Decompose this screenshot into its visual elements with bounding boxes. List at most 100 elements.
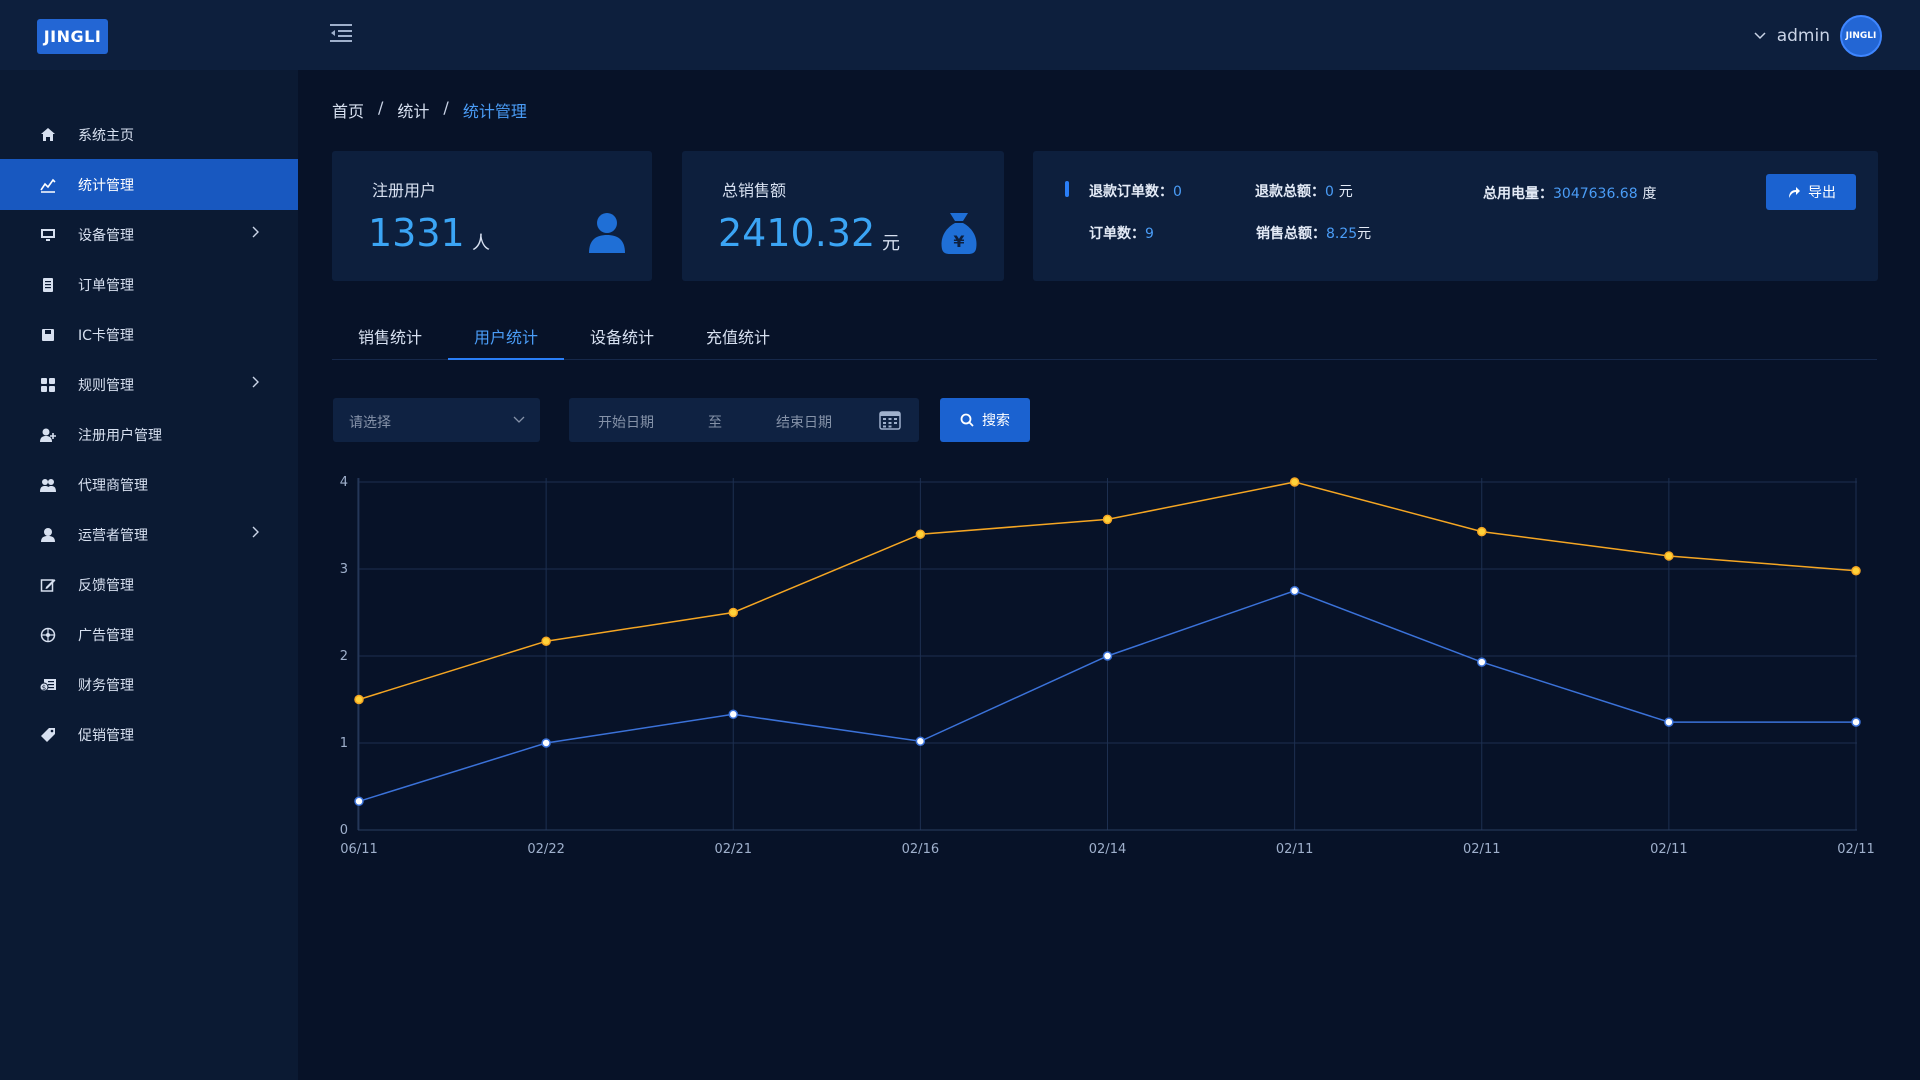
total-sales-card: 总销售额 2410.32 元 ¥ <box>682 151 1004 281</box>
tab-devices[interactable]: 设备统计 <box>590 328 655 347</box>
stat-unit: 元 <box>1357 226 1372 242</box>
breadcrumb-home[interactable]: 首页 <box>332 102 365 121</box>
stat-label: 销售总额： <box>1256 226 1326 242</box>
breadcrumb-current: 统计管理 <box>462 102 527 121</box>
top-bar: JINGLI admin JINGLI <box>0 0 1920 70</box>
sidebar-item-label: 设备管理 <box>78 227 134 244</box>
stat-value: 9 <box>1145 226 1154 242</box>
stat-label: 退款订单数： <box>1089 184 1173 200</box>
card-label: 总销售额 <box>722 181 787 200</box>
data-point <box>1664 717 1674 727</box>
tab-users[interactable]: 用户统计 <box>448 310 565 360</box>
stats-summary-card: 退款订单数：0 退款总额：0 元 总用电量：3047636.68 度 订单数：9… <box>1033 151 1878 281</box>
user-menu[interactable]: admin JINGLI <box>1753 15 1882 57</box>
type-select[interactable]: 请选择 <box>333 398 540 442</box>
refund-total-stat: 退款总额：0 元 <box>1255 181 1353 201</box>
sidebar-item-statistics[interactable]: 统计管理 <box>0 159 298 210</box>
calendar-icon[interactable] <box>879 410 901 430</box>
logo[interactable]: JINGLI <box>37 19 108 54</box>
x-tick-label: 02/14 <box>1089 842 1126 857</box>
sidebar-item-finance[interactable]: $ 财务管理 <box>0 659 298 710</box>
sidebar-item-label: 反馈管理 <box>78 577 134 594</box>
sidebar-item-label: 促销管理 <box>78 727 134 744</box>
data-point <box>1851 717 1861 727</box>
sidebar-item-ads[interactable]: 广告管理 <box>0 609 298 660</box>
x-tick-label: 02/11 <box>1276 842 1313 857</box>
user-stats-chart: 0 1 2 3 4 06/11 02/22 02/21 02/16 02/14 02/11 02/11… <box>322 460 1892 860</box>
sidebar-item-devices[interactable]: 设备管理 <box>0 209 298 260</box>
breadcrumb: 首页 / 统计 / 统计管理 <box>332 98 527 122</box>
x-tick-label: 02/11 <box>1837 842 1874 857</box>
data-point <box>1664 551 1674 561</box>
sidebar-item-label: 系统主页 <box>78 127 134 144</box>
sidebar-item-ic-cards[interactable]: IC卡管理 <box>0 309 298 360</box>
menu-toggle-icon[interactable] <box>330 22 358 46</box>
x-tick-label: 02/16 <box>902 842 939 857</box>
chevron-right-icon <box>252 376 259 388</box>
sidebar-item-home[interactable]: 系统主页 <box>0 109 298 160</box>
chevron-right-icon <box>252 526 259 538</box>
sidebar-item-registered-users[interactable]: 注册用户管理 <box>0 409 298 460</box>
sidebar-item-operators[interactable]: 运营者管理 <box>0 509 298 560</box>
sidebar-item-orders[interactable]: 订单管理 <box>0 259 298 310</box>
stat-label: 退款总额： <box>1255 184 1325 200</box>
chevron-down-icon <box>513 416 525 423</box>
card-unit: 元 <box>882 233 900 254</box>
sidebar-item-label: 财务管理 <box>78 677 134 694</box>
y-tick-label: 4 <box>340 475 348 490</box>
chart-line-icon <box>38 175 58 195</box>
date-range-picker[interactable]: 开始日期 至 结束日期 <box>569 398 919 442</box>
data-point <box>541 738 551 748</box>
tab-sales[interactable]: 销售统计 <box>358 328 423 347</box>
sidebar-item-label: IC卡管理 <box>78 327 134 344</box>
export-button[interactable]: 导出 <box>1766 174 1856 210</box>
save-card-icon <box>38 325 58 345</box>
breadcrumb-separator: / <box>378 98 384 117</box>
data-point <box>1102 651 1113 661</box>
sidebar-item-label: 注册用户管理 <box>78 427 162 444</box>
sidebar-item-label: 统计管理 <box>78 177 134 194</box>
avatar[interactable]: JINGLI <box>1840 15 1882 57</box>
range-separator: 至 <box>708 415 722 431</box>
data-point <box>915 736 926 747</box>
end-date-input[interactable]: 结束日期 <box>776 415 832 431</box>
sales-total-stat: 销售总额：8.25元 <box>1256 223 1371 243</box>
data-point <box>1289 477 1300 487</box>
stat-label: 总用电量： <box>1483 186 1553 202</box>
y-tick-label: 1 <box>340 736 348 751</box>
search-button[interactable]: 搜索 <box>940 398 1030 442</box>
search-label: 搜索 <box>982 413 1010 429</box>
data-point <box>1102 514 1113 525</box>
start-date-input[interactable]: 开始日期 <box>598 415 654 431</box>
sidebar-item-label: 订单管理 <box>78 277 134 294</box>
data-point <box>1477 526 1487 537</box>
tab-recharge[interactable]: 充值统计 <box>706 328 771 347</box>
breadcrumb-stats[interactable]: 统计 <box>397 102 430 121</box>
card-label: 注册用户 <box>372 181 437 200</box>
x-tick-label: 02/11 <box>1463 842 1500 857</box>
card-unit: 人 <box>472 233 490 254</box>
sidebar-item-label: 规则管理 <box>78 377 134 394</box>
data-point <box>541 636 551 646</box>
x-tick-label: 06/11 <box>340 842 377 857</box>
money-bag-icon: ¥ <box>938 211 980 255</box>
sidebar-item-feedback[interactable]: 反馈管理 <box>0 559 298 610</box>
home-icon <box>38 125 58 145</box>
data-point <box>354 694 364 705</box>
export-label: 导出 <box>1808 185 1836 201</box>
data-point <box>1289 586 1300 596</box>
user-add-icon <box>38 425 58 445</box>
refund-orders-stat: 退款订单数：0 <box>1089 181 1182 201</box>
data-point <box>354 796 364 807</box>
sidebar-item-rules[interactable]: 规则管理 <box>0 359 298 410</box>
line-chart: 0 1 2 3 4 06/11 02/22 02/21 02/16 02/14 02/11 02/11… <box>340 475 1875 857</box>
monitor-icon <box>38 225 58 245</box>
data-point <box>728 709 738 720</box>
share-arrow-icon <box>1789 187 1800 198</box>
grid-icon <box>38 375 58 395</box>
user-name: admin <box>1776 26 1830 46</box>
sidebar-item-promotions[interactable]: 促销管理 <box>0 709 298 760</box>
sidebar-item-agents[interactable]: 代理商管理 <box>0 459 298 510</box>
sidebar-item-label: 运营者管理 <box>78 527 148 544</box>
stat-unit: 度 <box>1642 186 1657 202</box>
